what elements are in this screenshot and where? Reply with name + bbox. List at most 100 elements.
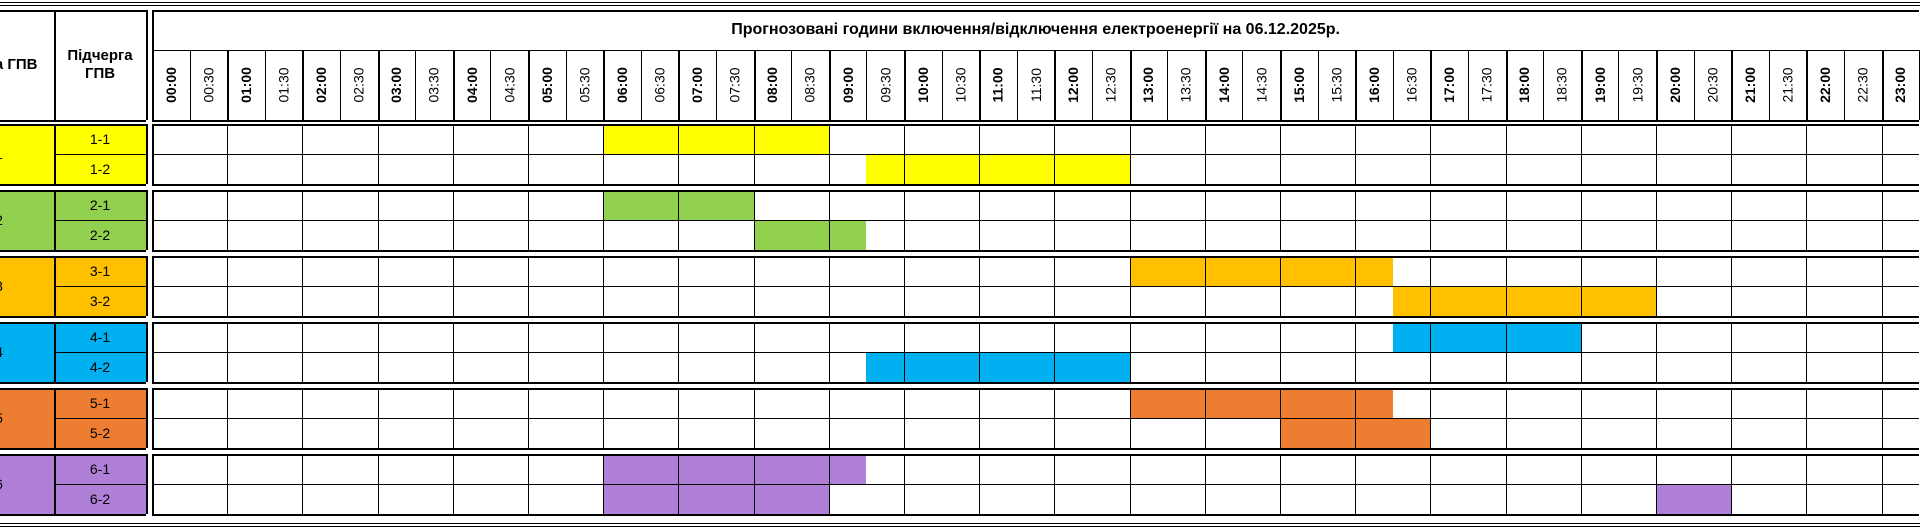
grid-line: [528, 454, 529, 514]
grid-line: [904, 388, 905, 448]
time-slot-header: 09:30: [866, 50, 904, 120]
grid-line: [54, 388, 56, 448]
grid-line: [146, 454, 148, 514]
grid-line: [452, 124, 454, 184]
time-slot-header: 10:00: [904, 50, 942, 120]
grid-line: [828, 388, 830, 448]
grid-line: [1204, 50, 1207, 120]
grid-line: [1505, 50, 1508, 120]
grid-line: [1731, 50, 1734, 120]
grid-line: [0, 124, 146, 126]
grid-line: [791, 50, 793, 120]
grid-line: [54, 322, 56, 382]
grid-line: [753, 388, 755, 448]
time-slot-header: 10:30: [942, 50, 980, 120]
time-label: 01:30: [275, 67, 292, 103]
grid-line: [528, 50, 530, 120]
grid-line: [0, 250, 146, 252]
grid-line: [0, 514, 146, 516]
grid-line: [904, 124, 905, 184]
grid-line: [1204, 322, 1206, 382]
grid-line: [302, 190, 304, 250]
time-slot-header: 13:30: [1167, 50, 1205, 120]
grid-line: [1204, 256, 1206, 316]
time-label: 02:00: [313, 67, 330, 103]
grid-line: [904, 256, 905, 316]
grid-line: [0, 388, 146, 390]
grid-line: [146, 388, 148, 448]
grid-line: [1806, 50, 1809, 120]
grid-line: [828, 322, 830, 382]
time-slot-header: 08:00: [754, 50, 792, 120]
grid-line: [227, 322, 229, 382]
grid-line: [54, 454, 56, 514]
time-label: 21:30: [1779, 67, 1796, 103]
grid-line: [227, 256, 229, 316]
grid-line: [1355, 256, 1357, 316]
grid-line: [1806, 124, 1808, 184]
grid-line: [1204, 190, 1206, 250]
queue-label: 5: [0, 388, 54, 448]
grid-line: [152, 322, 154, 382]
grid-line: [152, 388, 1920, 390]
grid-line: [603, 256, 605, 316]
subqueue-label: 4-2: [89, 359, 111, 375]
outage-bar: [603, 124, 829, 154]
grid-line: [377, 124, 379, 184]
grid-line: [603, 322, 605, 382]
grid-line: [1806, 388, 1808, 448]
time-label: 10:30: [952, 67, 969, 103]
grid-line: [1355, 50, 1358, 120]
grid-line: [1129, 256, 1131, 316]
time-label: 08:30: [801, 67, 818, 103]
grid-line: [1881, 190, 1883, 250]
subqueue-cell: [54, 418, 146, 448]
grid-line: [0, 10, 146, 12]
grid-line: [1430, 322, 1432, 382]
grid-line: [152, 256, 154, 316]
grid-line: [146, 124, 148, 184]
schedule-title: Прогнозовані години включення/відключенн…: [731, 21, 1340, 38]
grid-line: [152, 514, 1920, 516]
grid-line: [1580, 50, 1583, 120]
grid-line: [227, 454, 229, 514]
grid-line: [227, 50, 230, 120]
grid-line: [377, 322, 379, 382]
grid-line: [1280, 124, 1281, 184]
grid-line: [0, 526, 1920, 527]
grid-line: [603, 124, 605, 184]
time-slot-header: 14:30: [1242, 50, 1280, 120]
queue-cell: [0, 388, 54, 448]
grid-line: [152, 190, 154, 250]
grid-line: [979, 454, 981, 514]
time-slot-header: 18:30: [1543, 50, 1581, 120]
grid-line: [152, 286, 1920, 287]
queue-cell: [0, 322, 54, 382]
grid-line: [1280, 454, 1281, 514]
grid-line: [452, 388, 454, 448]
grid-line: [0, 2, 1920, 3]
grid-line: [678, 124, 680, 184]
grid-line: [753, 322, 755, 382]
grid-line: [1430, 124, 1432, 184]
grid-line: [452, 256, 454, 316]
grid-line: [979, 256, 981, 316]
subqueue-label: 2-1: [89, 197, 111, 213]
grid-line: [1731, 388, 1733, 448]
grid-line: [146, 256, 148, 316]
subqueue-cell: [54, 154, 146, 184]
grid-line: [1129, 322, 1131, 382]
grid-line: [54, 286, 146, 287]
outage-bar: [1392, 322, 1581, 352]
grid-line: [979, 124, 981, 184]
grid-line: [0, 448, 146, 450]
time-slot-header: 17:30: [1468, 50, 1506, 120]
grid-line: [1580, 190, 1582, 250]
grid-line: [152, 322, 1920, 324]
time-label: 13:30: [1177, 67, 1194, 103]
subqueue-label: 4-1: [89, 329, 111, 345]
grid-line: [1580, 454, 1582, 514]
grid-line: [1656, 322, 1657, 382]
time-slot-header: 00:30: [190, 50, 228, 120]
